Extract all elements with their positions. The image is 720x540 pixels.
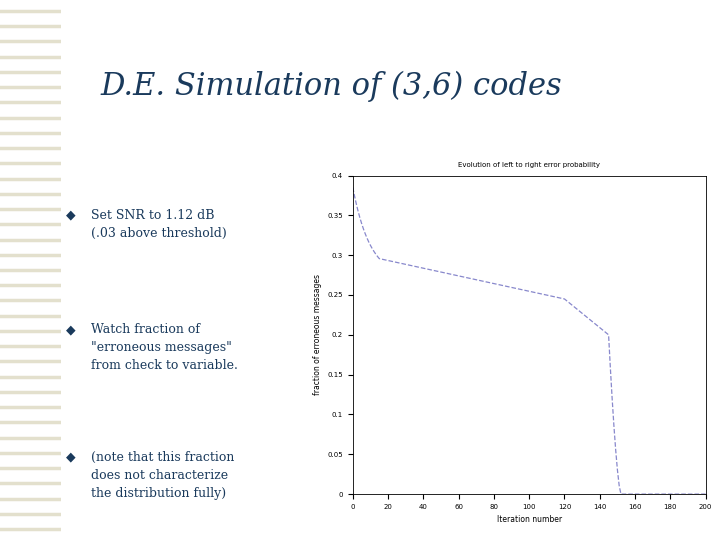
Text: ◆: ◆ [66,451,75,464]
Text: Set SNR to 1.12 dB
(.03 above threshold): Set SNR to 1.12 dB (.03 above threshold) [91,209,228,240]
X-axis label: Iteration number: Iteration number [497,515,562,524]
Title: Evolution of left to right error probability: Evolution of left to right error probabi… [458,162,600,168]
Text: Watch fraction of
"erroneous messages"
from check to variable.: Watch fraction of "erroneous messages" f… [91,323,238,372]
Text: (note that this fraction
does not characterize
the distribution fully): (note that this fraction does not charac… [91,451,235,500]
Text: ◆: ◆ [66,209,75,222]
Y-axis label: fraction of erroneous messages: fraction of erroneous messages [313,274,322,395]
Text: ◆: ◆ [66,323,75,336]
Text: D.E. Simulation of (3,6) codes: D.E. Simulation of (3,6) codes [101,71,562,102]
